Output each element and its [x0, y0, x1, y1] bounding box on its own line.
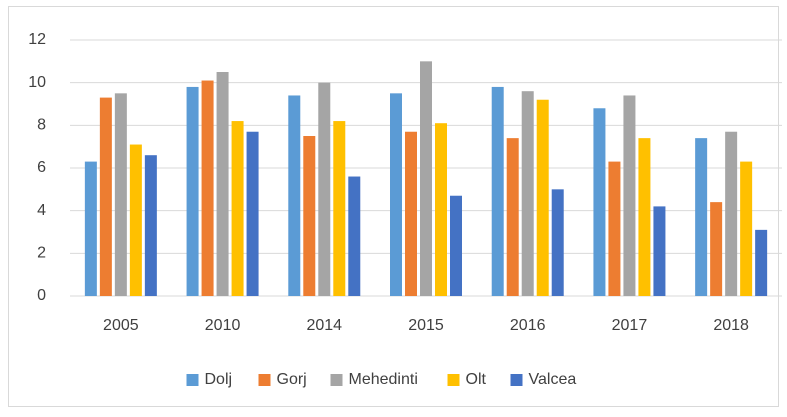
- bar: [84, 161, 97, 296]
- bar: [450, 195, 462, 296]
- y-tick-label: 10: [28, 74, 46, 91]
- bar: [593, 108, 606, 297]
- x-tick-label: 2018: [713, 317, 749, 334]
- bar: [303, 136, 316, 296]
- bar: [318, 82, 331, 297]
- bar: [201, 80, 214, 297]
- bar: [435, 123, 447, 296]
- bar: [405, 131, 417, 296]
- bar: [491, 86, 504, 296]
- y-tick-label: 0: [37, 287, 46, 304]
- legend-label: Dolj: [205, 371, 233, 388]
- bar: [725, 131, 738, 296]
- bar: [129, 144, 142, 296]
- legend-swatch: [330, 374, 343, 386]
- legend-swatch: [186, 374, 199, 386]
- bar: [420, 61, 432, 297]
- bar: [246, 131, 259, 296]
- legend-swatch: [447, 374, 460, 386]
- bar: [186, 86, 199, 296]
- bar: [231, 121, 244, 296]
- legend-label: Mehedinti: [349, 371, 418, 388]
- bar: [333, 121, 346, 296]
- bar: [288, 95, 301, 296]
- legend-swatch: [258, 374, 271, 386]
- x-tick-label: 2016: [510, 317, 546, 334]
- y-tick-label: 12: [28, 31, 46, 48]
- bar: [710, 202, 723, 296]
- bar: [99, 97, 112, 296]
- bar: [740, 161, 753, 296]
- bar: [348, 176, 361, 296]
- legend-label: Gorj: [277, 371, 307, 388]
- bar: [755, 229, 768, 296]
- x-tick-label: 2017: [612, 317, 648, 334]
- y-tick-label: 2: [37, 245, 46, 262]
- bar: [653, 206, 666, 296]
- x-tick-label: 2005: [103, 317, 139, 334]
- bar: [390, 93, 402, 296]
- bar: [608, 161, 621, 296]
- bar: [521, 91, 534, 296]
- y-tick-label: 8: [37, 117, 46, 134]
- bar: [506, 138, 519, 296]
- bar: [114, 93, 127, 296]
- bar: [638, 138, 651, 296]
- bar: [623, 95, 636, 296]
- bar: [695, 138, 708, 296]
- bar: [216, 72, 229, 296]
- legend-label: Valcea: [529, 371, 577, 388]
- x-tick-label: 2015: [408, 317, 444, 334]
- x-tick-label: 2014: [306, 317, 342, 334]
- y-tick-label: 6: [37, 159, 46, 176]
- legend-swatch: [510, 374, 523, 386]
- bar: [144, 155, 157, 296]
- x-tick-label: 2010: [205, 317, 241, 334]
- legend-label: Olt: [466, 371, 487, 388]
- bar: [536, 99, 549, 296]
- bar: [551, 189, 564, 296]
- y-tick-label: 4: [37, 202, 46, 219]
